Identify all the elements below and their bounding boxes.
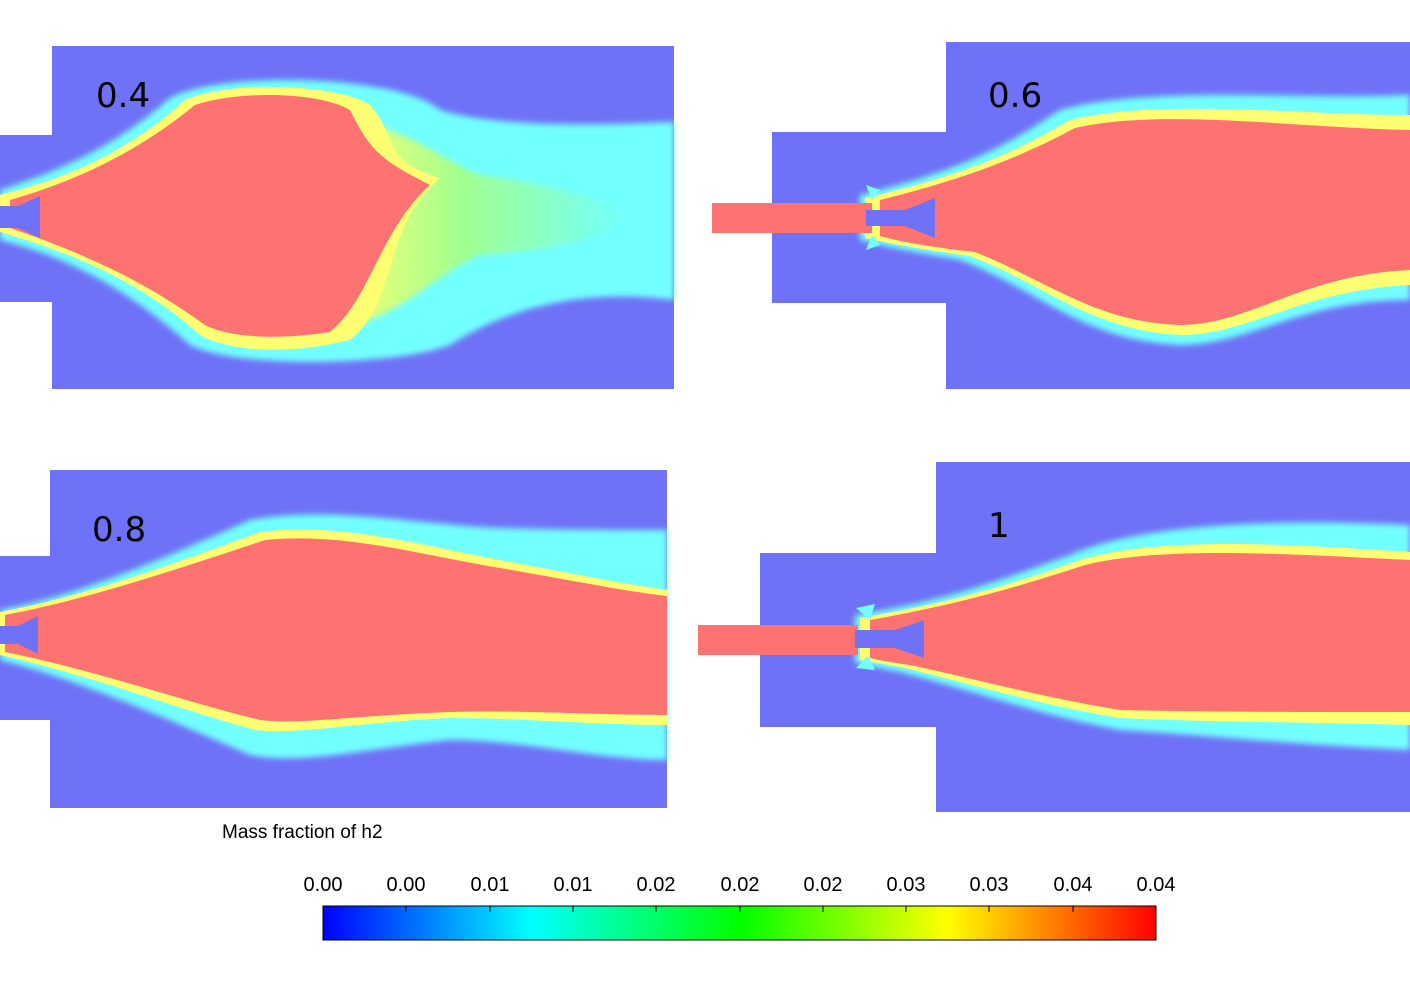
colorbar-tick-label: 0.00	[303, 874, 343, 896]
panel-label-0-4: 0.4	[96, 76, 151, 116]
panel-label-1: 1	[988, 506, 1010, 546]
colorbar-tick-label: 0.01	[470, 874, 510, 896]
panel-label-0-6: 0.6	[988, 76, 1043, 116]
contour-panel-0-8	[0, 470, 667, 808]
colorbar-tick-label: 0.04	[1053, 874, 1093, 896]
colorbar-tick-label: 0.03	[886, 874, 926, 896]
colorbar-tick-label: 0.02	[636, 874, 676, 896]
colorbar-tick-label: 0.04	[1136, 874, 1176, 896]
panel-label-0-8: 0.8	[92, 510, 147, 550]
colorbar-tick-label: 0.03	[969, 874, 1009, 896]
colorbar-tick-label: 0.02	[803, 874, 843, 896]
colorbar-title: Mass fraction of h2	[222, 822, 383, 843]
colorbar-tick-label: 0.01	[553, 874, 593, 896]
colorbar-tick-label: 0.00	[386, 874, 426, 896]
colorbar-tick-label: 0.02	[720, 874, 760, 896]
contour-panel-1	[698, 462, 1410, 812]
contour-panel-0-6	[712, 42, 1410, 389]
colorbar-ticks	[322, 906, 1157, 912]
contour-panel-0-4	[0, 46, 674, 389]
